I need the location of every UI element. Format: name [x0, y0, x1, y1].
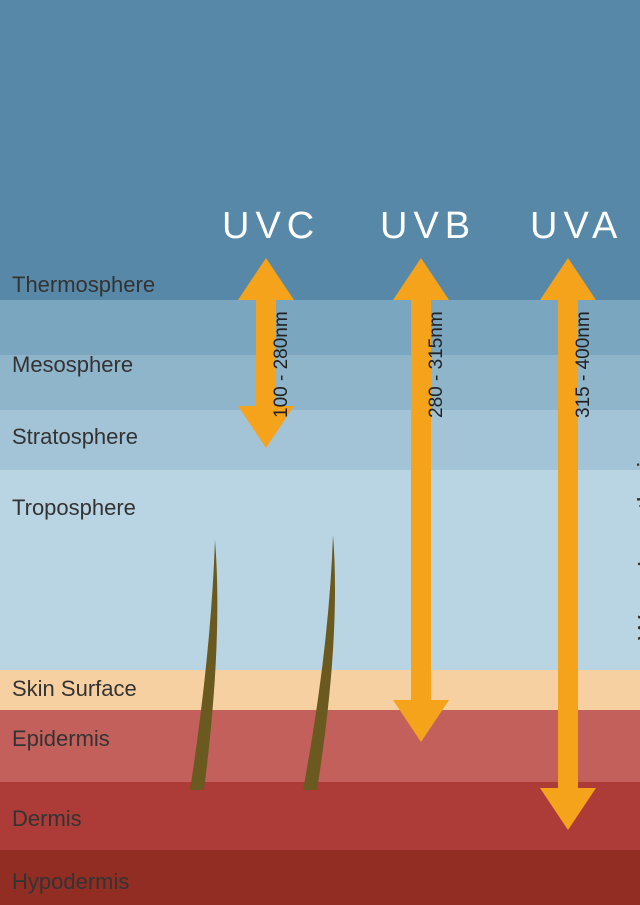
label-skin-surface: Skin Surface [12, 676, 137, 702]
uv-title-uva: UVA [530, 205, 623, 248]
arrow-head-down-icon [393, 700, 449, 742]
arrow-head-up-icon [238, 258, 294, 300]
label-stratosphere: Stratosphere [12, 424, 138, 450]
label-troposphere: Troposphere [12, 495, 136, 521]
label-thermosphere: Thermosphere [12, 272, 155, 298]
arrow-head-up-icon [540, 258, 596, 300]
label-mesosphere: Mesosphere [12, 352, 133, 378]
wavelength-uvb: 280 - 315nm [426, 311, 448, 418]
uv-title-uvc: UVC [222, 205, 320, 248]
wavelength-uvc: 100 - 280nm [271, 311, 293, 418]
wavelength-uva: 315 - 400nm [573, 311, 595, 418]
hair-2 [293, 535, 353, 810]
uv-title-uvb: UVB [380, 205, 476, 248]
arrow-head-up-icon [393, 258, 449, 300]
label-dermis: Dermis [12, 806, 82, 832]
label-epidermis: Epidermis [12, 726, 110, 752]
hair-1 [180, 540, 240, 810]
label-hypodermis: Hypodermis [12, 869, 129, 895]
layer-sky-upper [0, 0, 640, 300]
arrow-head-down-icon [540, 788, 596, 830]
axis-label: Wave Lengths in nm [632, 404, 640, 640]
